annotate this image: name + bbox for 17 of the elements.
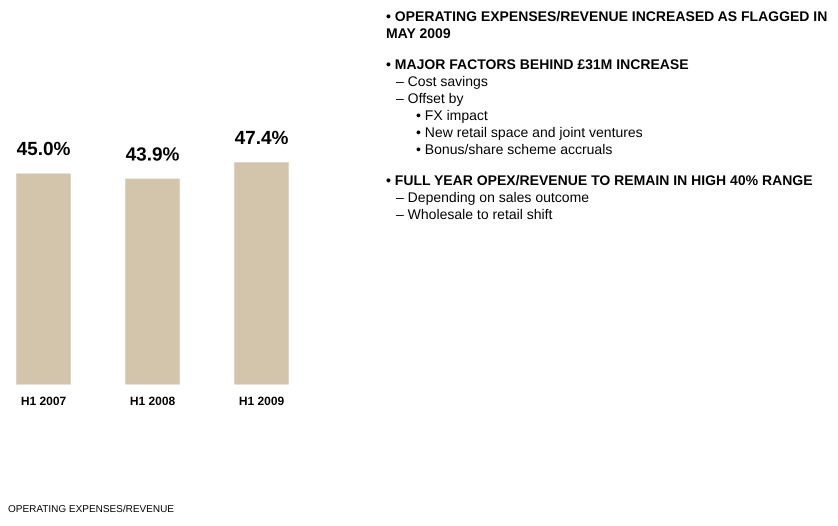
text: • Bonus/share scheme accruals xyxy=(415,141,614,158)
text: • New retail space and joint ventures xyxy=(415,124,644,141)
x-tick-label: H1 2008 xyxy=(130,394,176,408)
text: – Wholesale to retail shift xyxy=(395,206,554,223)
text: – Depending on sales outcome xyxy=(395,189,590,206)
x-tick-label: H1 2007 xyxy=(20,394,67,408)
text: • FULL YEAR OPEX/REVENUE TO REMAIN IN HIGH 40% RANGE xyxy=(386,172,814,189)
text: – Offset by xyxy=(395,90,464,107)
text: – Cost savings xyxy=(395,73,489,90)
text: OPERATING EXPENSES/REVENUE xyxy=(8,504,174,515)
x-tick-label: H1 2009 xyxy=(238,394,285,408)
data-label: 43.9% xyxy=(126,144,180,166)
text: • FX impact xyxy=(415,107,489,124)
data-label: 47.4% xyxy=(234,128,289,149)
data-label: 45.0% xyxy=(16,139,71,160)
text: • OPERATING EXPENSES/REVENUE INCREASED AS FLAGGED IN MAY 2009 xyxy=(386,8,828,42)
text: • MAJOR FACTORS BEHIND £31M INCREASE xyxy=(386,56,690,73)
